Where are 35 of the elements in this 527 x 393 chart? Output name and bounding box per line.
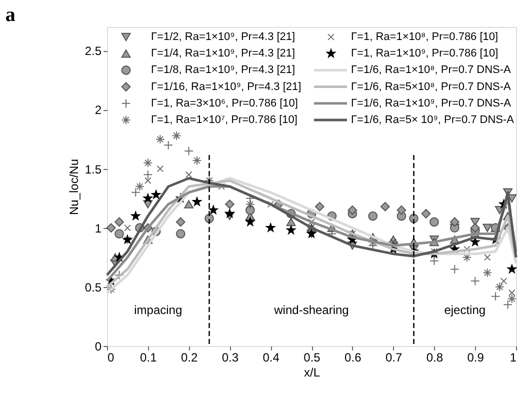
legend-label: Γ=1/8, Ra=1×10⁹, Pr=4.3 [21] bbox=[151, 64, 296, 76]
legend-label: Γ=1, Ra=3×10⁶, Pr=0.786 [10] bbox=[151, 97, 298, 110]
x-tick-label: 0.8 bbox=[426, 350, 444, 364]
x-tick-label: 0.2 bbox=[180, 350, 198, 364]
x-tick-label: 0.1 bbox=[140, 350, 158, 364]
x-tick-label: 0.4 bbox=[262, 350, 280, 364]
y-tick-label: 0 bbox=[94, 340, 102, 354]
y-axis-title: Nu_loc/Nu bbox=[66, 158, 81, 216]
chart-title: a bbox=[5, 4, 16, 26]
annotation: wind-shearing bbox=[273, 303, 349, 317]
y-tick-label: 1.5 bbox=[84, 162, 102, 176]
y-tick-label: 2.5 bbox=[84, 44, 102, 58]
legend-label: Γ=1, Ra=1×10⁷, Pr=0.786 [10] bbox=[151, 114, 298, 126]
x-tick-label: 1 bbox=[510, 350, 517, 364]
legend-label: Γ=1/6, Ra=1×10⁸, Pr=0.7 DNS-A bbox=[351, 64, 512, 76]
x-axis-title: x/L bbox=[304, 366, 320, 380]
x-tick-label: 0.9 bbox=[467, 350, 484, 364]
legend-label: Γ=1/6, Ra=5× 10⁹, Pr=0.7 DNS-A bbox=[351, 114, 515, 126]
annotation: impacing bbox=[134, 303, 182, 317]
legend-label: Γ=1/16, Ra=1×10⁹, Pr=4.3 [21] bbox=[151, 80, 302, 93]
y-tick-label: 0.5 bbox=[84, 280, 102, 294]
legend-label: Γ=1/4, Ra=1×10⁹, Pr=4.3 [21] bbox=[151, 48, 296, 60]
legend-label: Γ=1/6, Ra=1×10⁹, Pr=0.7 DNS-A bbox=[351, 97, 512, 110]
legend-label: Γ=1/2, Ra=1×10⁹, Pr=4.3 [21] bbox=[151, 31, 296, 43]
y-tick-label: 2 bbox=[94, 103, 102, 118]
x-tick-label: 0.5 bbox=[304, 350, 321, 364]
annotation: ejecting bbox=[444, 303, 486, 317]
x-tick-label: 0 bbox=[108, 350, 114, 364]
y-tick-label: 1 bbox=[94, 221, 102, 236]
legend-label: Γ=1, Ra=1×10⁹, Pr=0.786 [10] bbox=[351, 48, 498, 60]
legend-label: Γ=1/6, Ra=5×10⁸, Pr=0.7 DNS-A bbox=[351, 80, 512, 93]
x-tick-label: 0.3 bbox=[222, 350, 239, 364]
x-tick-label: 0.7 bbox=[385, 350, 402, 364]
x-tick-label: 0.6 bbox=[344, 350, 362, 364]
legend-label: Γ=1, Ra=1×10⁸, Pr=0.786 [10] bbox=[351, 31, 498, 43]
